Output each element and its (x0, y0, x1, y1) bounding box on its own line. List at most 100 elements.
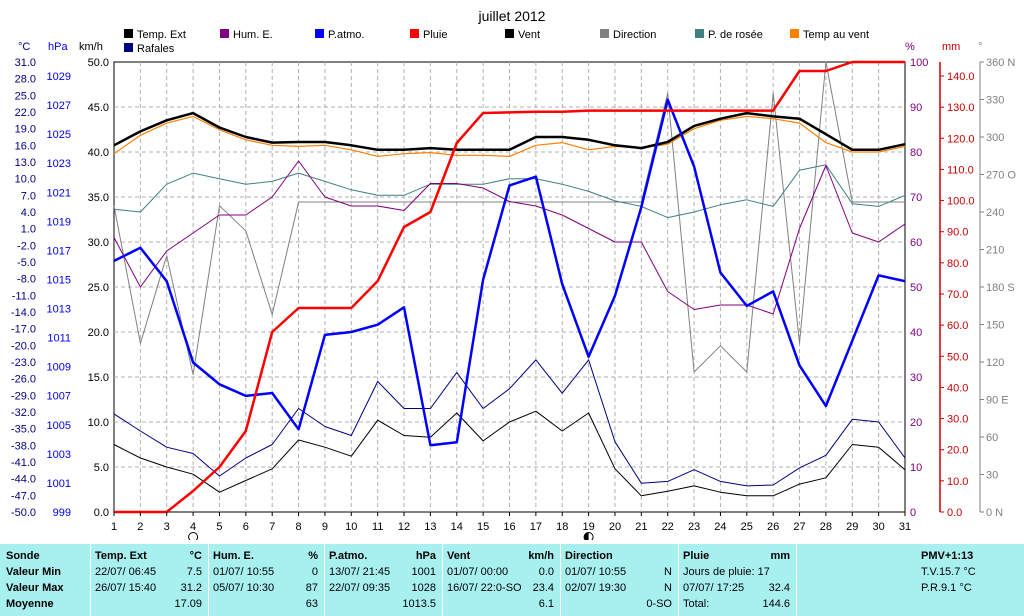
legend-swatch (695, 29, 704, 38)
stats-hum-max-val: 87 (305, 582, 318, 594)
row-label-max: Valeur Max (6, 582, 64, 594)
stats-sonde-title: Sonde (6, 550, 40, 562)
x-tick-label: 18 (556, 521, 568, 533)
temp-tick-label: -2.0 (17, 240, 36, 252)
legend-label: Temp. Ext (137, 29, 186, 41)
temp-tick-label: -5.0 (17, 257, 36, 269)
stats-press-title: P.atmo. (329, 550, 368, 562)
stats-hum: Hum. E. % 01/07/ 10:55 0 05/07/ 10:30 87… (208, 544, 324, 616)
humidity-tick-label: 60 (910, 237, 922, 249)
rain-tick-label: 10.0 (947, 476, 968, 488)
rain-tick-label: 0.0 (947, 507, 962, 519)
rain-tick-label: 100.0 (947, 196, 975, 208)
stats-temp-min-date: 22/07/ 06:45 (95, 566, 157, 578)
rain-tick-label: 30.0 (947, 414, 968, 426)
x-tick-label: 25 (741, 521, 753, 533)
humidity-tick-label: 30 (910, 372, 922, 384)
humidity-tick-label: 70 (910, 192, 922, 204)
x-tick-label: 13 (424, 521, 436, 533)
stats-pmv: PMV+1:13 T.V.15.7 °C P.R.9.1 °C (796, 544, 1024, 616)
stats-temp-max-date: 26/07/ 15:40 (95, 582, 157, 594)
stats-rain-title: Pluie (683, 550, 710, 562)
left-axes: 31.0 28.0 25.0 22.0 19.0 16.0 13.0 10.0 7.0 4.0 1.… (11, 57, 109, 519)
rain-tick-label: 140.0 (947, 71, 975, 83)
stats-rain-unit: mm (770, 550, 790, 562)
legend-label: Vent (518, 29, 540, 41)
stats-wind-title: Vent (447, 550, 471, 562)
stats-wind-min-date: 01/07/ 00:00 (447, 566, 509, 578)
x-tick-label: 23 (688, 521, 700, 533)
temp-tick-label: 19.0 (15, 124, 36, 136)
humidity-tick-label: 10 (910, 462, 922, 474)
pressure-tick-label: 1017 (47, 245, 71, 257)
direction-tick-label: 120 (986, 357, 1004, 369)
stats-wind-max-date: 16/07/ 22:0-SO (447, 582, 522, 594)
temp-tick-label: -35.0 (11, 424, 36, 436)
weather-chart: juillet 2012 Temp. Ext Rafales Hum. E. P.at… (11, 8, 1016, 540)
legend-swatch (315, 29, 324, 38)
pressure-tick-label: 1005 (47, 420, 71, 432)
legend-swatch (410, 29, 419, 38)
wind-tick-label: 25.0 (88, 282, 109, 294)
pressure-tick-label: 1021 (47, 187, 71, 199)
series-temp-ext (113, 111, 906, 152)
legend-label: Rafales (137, 43, 175, 55)
humidity-unit-label: % (905, 41, 915, 53)
pressure-tick-label: 1025 (47, 129, 71, 141)
legend-label: Hum. E. (233, 29, 273, 41)
wind-tick-label: 5.0 (94, 462, 109, 474)
humidity-tick-label: 50 (910, 282, 922, 294)
stats-wind-min-val: 0.0 (538, 566, 554, 578)
wind-tick-label: 15.0 (88, 372, 109, 384)
temp-tick-label: 13.0 (15, 157, 36, 169)
stats-dir-min-date: 01/07/ 10:55 (565, 566, 627, 578)
stats-press-max-date: 22/07/ 09:35 (329, 582, 391, 594)
stats-dir-avg-val: 0-SO (646, 598, 672, 610)
wind-tick-label: 50.0 (88, 57, 109, 69)
temp-tick-label: -11.0 (12, 290, 36, 302)
stats-pmv-tv: T.V.15.7 °C (921, 566, 976, 578)
rain-tick-label: 80.0 (947, 258, 968, 270)
stats-hum-title: Hum. E. (213, 550, 254, 562)
stats-press-min-date: 13/07/ 21:45 (329, 566, 391, 578)
series-lines (113, 60, 906, 514)
stats-temp: Temp. Ext °C 22/07/ 06:45 7.5 26/07/ 15:… (90, 544, 208, 616)
wind-tick-label: 20.0 (88, 327, 109, 339)
moon-icon (188, 532, 199, 540)
stats-wind-unit: km/h (528, 550, 554, 562)
stats-rain: Pluie mm Jours de pluie: 17 07/07/ 17:25… (678, 544, 796, 616)
x-tick-label: 8 (296, 521, 302, 533)
stats-rain-max-val: 32.4 (768, 582, 790, 594)
temp-tick-label: -17.0 (11, 324, 36, 336)
x-tick-label: 28 (820, 521, 832, 533)
x-tick-label: 31 (899, 521, 911, 533)
stats-hum-max-date: 05/07/ 10:30 (213, 582, 275, 594)
humidity-tick-label: 100 (910, 57, 928, 69)
rain-tick-label: 120.0 (947, 133, 975, 145)
rain-tick-label: 110.0 (947, 164, 974, 176)
stats-hum-avg-val: 63 (305, 598, 318, 610)
stats-press-unit: hPa (415, 550, 436, 562)
series-temp-au-vent (113, 115, 906, 157)
x-tick-label: 5 (216, 521, 222, 533)
rain-tick-label: 70.0 (947, 289, 968, 301)
temp-unit-label: °C (18, 41, 30, 53)
wind-unit-label: km/h (79, 41, 103, 53)
x-tick-label: 3 (164, 521, 170, 533)
rain-tick-label: 50.0 (947, 351, 968, 363)
legend-swatch (505, 29, 514, 38)
stats-press: P.atmo. hPa 13/07/ 21:45 1001 22/07/ 09:… (324, 544, 442, 616)
direction-tick-label: 60 (986, 432, 998, 444)
stats-rain-total-val: 144.6 (762, 598, 790, 610)
series-pluie (114, 60, 905, 514)
legend-label: P.atmo. (328, 29, 365, 41)
direction-tick-label: 30 (986, 470, 998, 482)
temp-tick-label: 28.0 (15, 74, 36, 86)
chart-legend: Temp. Ext Rafales Hum. E. P.atmo. Pluie Vent D… (124, 29, 869, 55)
x-tick-label: 7 (269, 521, 275, 533)
row-label-min: Valeur Min (6, 566, 62, 578)
x-axis: 1 2 3 4 5 6 7 8 9 10 11 12 13 14 15 16 17 18 19 20 21 22 23 24 2… (111, 512, 911, 533)
direction-tick-label: 330 (986, 95, 1004, 107)
x-tick-label: 16 (503, 521, 515, 533)
x-tick-label: 19 (582, 521, 594, 533)
